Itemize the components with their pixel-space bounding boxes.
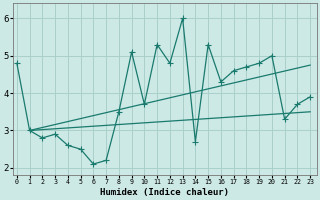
X-axis label: Humidex (Indice chaleur): Humidex (Indice chaleur) — [100, 188, 229, 197]
